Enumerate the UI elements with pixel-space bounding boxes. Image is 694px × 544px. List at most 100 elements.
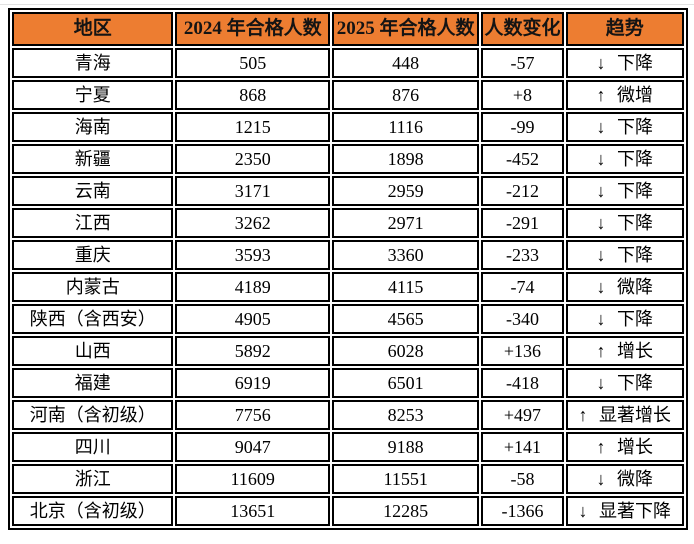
cell-change: -1366 <box>481 496 564 526</box>
cell-2025-count: 2959 <box>331 176 480 206</box>
table-row: 重庆 3593 3360 -233 ↓ 下降 <box>12 240 684 270</box>
cell-2025-count: 1898 <box>331 144 480 174</box>
cell-trend: ↓ 下降 <box>565 304 684 334</box>
cell-change: -418 <box>481 368 564 398</box>
cell-trend: ↓ 下降 <box>565 208 684 238</box>
cell-2024-count: 3171 <box>175 176 330 206</box>
table-row: 四川 9047 9188 +141 ↑ 增长 <box>12 432 684 462</box>
cell-2024-count: 505 <box>175 48 330 78</box>
cell-region: 浙江 <box>12 464 174 494</box>
cell-trend: ↑ 微增 <box>565 80 684 110</box>
table-body: 青海 505 448 -57 ↓ 下降 宁夏 868 876 +8 ↑ 微增 海… <box>12 48 684 526</box>
cell-region: 宁夏 <box>12 80 174 110</box>
cell-2025-count: 11551 <box>331 464 480 494</box>
cell-region: 河南（含初级） <box>12 400 174 430</box>
cell-2025-count: 8253 <box>331 400 480 430</box>
table-row: 海南 1215 1116 -99 ↓ 下降 <box>12 112 684 142</box>
cell-trend: ↓ 微降 <box>565 272 684 302</box>
cell-region: 海南 <box>12 112 174 142</box>
table-row: 福建 6919 6501 -418 ↓ 下降 <box>12 368 684 398</box>
cell-region: 江西 <box>12 208 174 238</box>
cell-change: -58 <box>481 464 564 494</box>
cell-change: +8 <box>481 80 564 110</box>
cell-2025-count: 6501 <box>331 368 480 398</box>
column-header-change: 人数变化 <box>481 12 564 46</box>
column-header-2025-count: 2025 年合格人数 <box>331 12 480 46</box>
cell-region: 福建 <box>12 368 174 398</box>
cell-change: +497 <box>481 400 564 430</box>
cell-trend: ↓ 下降 <box>565 240 684 270</box>
cell-2025-count: 4565 <box>331 304 480 334</box>
cell-change: +136 <box>481 336 564 366</box>
table-row: 青海 505 448 -57 ↓ 下降 <box>12 48 684 78</box>
cell-trend: ↓ 显著下降 <box>565 496 684 526</box>
cell-2024-count: 3262 <box>175 208 330 238</box>
column-header-region: 地区 <box>12 12 174 46</box>
cell-2024-count: 3593 <box>175 240 330 270</box>
cell-region: 新疆 <box>12 144 174 174</box>
cell-2024-count: 5892 <box>175 336 330 366</box>
cell-region: 陕西（含西安） <box>12 304 174 334</box>
page-top-hairline <box>0 4 694 5</box>
cell-trend: ↑ 显著增长 <box>565 400 684 430</box>
cell-change: -340 <box>481 304 564 334</box>
cell-change: -233 <box>481 240 564 270</box>
table-row: 浙江 11609 11551 -58 ↓ 微降 <box>12 464 684 494</box>
cell-change: -99 <box>481 112 564 142</box>
cell-trend: ↓ 下降 <box>565 112 684 142</box>
cell-2025-count: 448 <box>331 48 480 78</box>
cell-change: -57 <box>481 48 564 78</box>
cell-change: -212 <box>481 176 564 206</box>
table-row: 新疆 2350 1898 -452 ↓ 下降 <box>12 144 684 174</box>
cell-2024-count: 9047 <box>175 432 330 462</box>
cell-2025-count: 3360 <box>331 240 480 270</box>
table-row: 河南（含初级） 7756 8253 +497 ↑ 显著增长 <box>12 400 684 430</box>
cell-trend: ↓ 下降 <box>565 48 684 78</box>
cell-change: -74 <box>481 272 564 302</box>
cell-region: 重庆 <box>12 240 174 270</box>
cell-2025-count: 1116 <box>331 112 480 142</box>
table-row: 山西 5892 6028 +136 ↑ 增长 <box>12 336 684 366</box>
cell-2024-count: 11609 <box>175 464 330 494</box>
cell-2025-count: 876 <box>331 80 480 110</box>
table-row: 北京（含初级） 13651 12285 -1366 ↓ 显著下降 <box>12 496 684 526</box>
table-row: 陕西（含西安） 4905 4565 -340 ↓ 下降 <box>12 304 684 334</box>
cell-region: 四川 <box>12 432 174 462</box>
cell-region: 青海 <box>12 48 174 78</box>
cell-2024-count: 1215 <box>175 112 330 142</box>
cell-change: -291 <box>481 208 564 238</box>
table-row: 宁夏 868 876 +8 ↑ 微增 <box>12 80 684 110</box>
cell-2025-count: 2971 <box>331 208 480 238</box>
cell-trend: ↓ 下降 <box>565 144 684 174</box>
cell-2024-count: 2350 <box>175 144 330 174</box>
table-row: 江西 3262 2971 -291 ↓ 下降 <box>12 208 684 238</box>
cell-trend: ↓ 下降 <box>565 176 684 206</box>
cell-2024-count: 7756 <box>175 400 330 430</box>
cell-2024-count: 4189 <box>175 272 330 302</box>
header-row: 地区 2024 年合格人数 2025 年合格人数 人数变化 趋势 <box>12 12 684 46</box>
table-row: 云南 3171 2959 -212 ↓ 下降 <box>12 176 684 206</box>
column-header-trend: 趋势 <box>565 12 684 46</box>
cell-region: 内蒙古 <box>12 272 174 302</box>
cell-change: +141 <box>481 432 564 462</box>
cell-region: 北京（含初级） <box>12 496 174 526</box>
cell-trend: ↑ 增长 <box>565 432 684 462</box>
cell-trend: ↓ 下降 <box>565 368 684 398</box>
cell-region: 云南 <box>12 176 174 206</box>
cell-2024-count: 13651 <box>175 496 330 526</box>
cell-2025-count: 9188 <box>331 432 480 462</box>
cell-region: 山西 <box>12 336 174 366</box>
cell-change: -452 <box>481 144 564 174</box>
cell-trend: ↑ 增长 <box>565 336 684 366</box>
table-row: 内蒙古 4189 4115 -74 ↓ 微降 <box>12 272 684 302</box>
cell-2024-count: 6919 <box>175 368 330 398</box>
cell-2025-count: 4115 <box>331 272 480 302</box>
cell-trend: ↓ 微降 <box>565 464 684 494</box>
cell-2025-count: 12285 <box>331 496 480 526</box>
cell-2024-count: 868 <box>175 80 330 110</box>
cell-2025-count: 6028 <box>331 336 480 366</box>
regional-pass-count-table: 地区 2024 年合格人数 2025 年合格人数 人数变化 趋势 青海 505 … <box>8 8 688 530</box>
cell-2024-count: 4905 <box>175 304 330 334</box>
column-header-2024-count: 2024 年合格人数 <box>175 12 330 46</box>
